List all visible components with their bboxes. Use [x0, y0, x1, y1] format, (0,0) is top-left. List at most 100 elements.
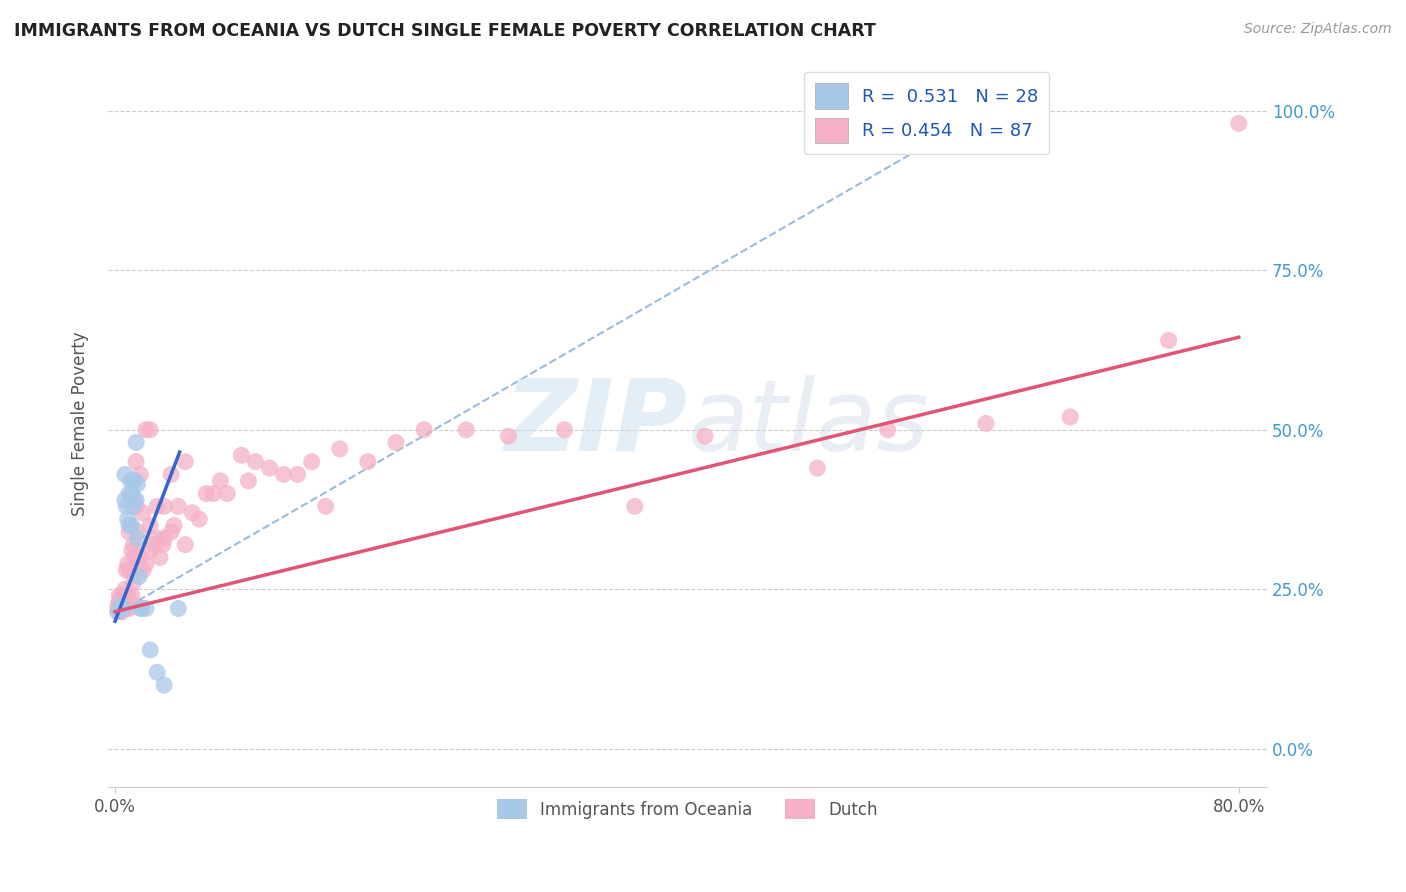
Point [167, 601, 190, 615]
Point [132, 563, 155, 577]
Point [108, 595, 131, 609]
Point [153, 678, 176, 692]
Point [111, 605, 134, 619]
Point [115, 500, 138, 514]
Point [125, 435, 148, 450]
Point [121, 544, 143, 558]
Point [174, 538, 197, 552]
Point [329, 442, 352, 456]
Point [139, 518, 162, 533]
Point [118, 486, 141, 500]
Point [315, 500, 337, 514]
Point [110, 599, 132, 613]
Point [209, 474, 232, 488]
Point [122, 538, 145, 552]
Point [112, 589, 135, 603]
Point [287, 467, 309, 482]
Point [135, 601, 157, 615]
Point [273, 467, 295, 482]
Point [876, 423, 898, 437]
Point [117, 512, 139, 526]
Point [122, 474, 145, 488]
Point [125, 455, 148, 469]
Point [107, 599, 129, 613]
Point [188, 512, 211, 526]
Point [498, 429, 520, 443]
Point [124, 474, 146, 488]
Point [146, 665, 169, 680]
Point [127, 550, 149, 565]
Point [115, 563, 138, 577]
Point [121, 518, 143, 533]
Point [110, 599, 132, 613]
Point [554, 423, 576, 437]
Point [114, 599, 136, 613]
Point [127, 477, 149, 491]
Point [163, 518, 186, 533]
Point [120, 563, 142, 577]
Point [167, 500, 190, 514]
Point [114, 493, 136, 508]
Point [127, 524, 149, 539]
Point [259, 461, 281, 475]
Point [202, 486, 225, 500]
Point [112, 601, 135, 615]
Point [1157, 334, 1180, 348]
Point [385, 435, 408, 450]
Y-axis label: Single Female Poverty: Single Female Poverty [72, 331, 89, 516]
Point [806, 461, 828, 475]
Point [118, 524, 141, 539]
Point [139, 643, 162, 657]
Point [129, 601, 152, 615]
Point [112, 595, 135, 609]
Point [108, 589, 131, 603]
Point [111, 599, 134, 613]
Point [160, 524, 183, 539]
Point [139, 423, 162, 437]
Point [146, 500, 169, 514]
Point [245, 455, 267, 469]
Point [124, 493, 146, 508]
Point [132, 506, 155, 520]
Point [143, 538, 166, 552]
Point [974, 417, 997, 431]
Point [110, 605, 132, 619]
Point [108, 601, 131, 615]
Point [117, 589, 139, 603]
Point [149, 550, 172, 565]
Point [118, 563, 141, 577]
Point [128, 569, 150, 583]
Point [111, 589, 134, 603]
Text: ZIP: ZIP [505, 375, 688, 472]
Point [238, 474, 260, 488]
Point [456, 423, 478, 437]
Point [152, 538, 174, 552]
Point [114, 582, 136, 597]
Point [153, 500, 176, 514]
Point [693, 429, 716, 443]
Point [112, 601, 135, 615]
Point [122, 576, 145, 591]
Point [131, 601, 153, 615]
Point [301, 455, 323, 469]
Point [181, 506, 204, 520]
Text: atlas: atlas [688, 375, 929, 472]
Point [623, 500, 645, 514]
Legend: Immigrants from Oceania, Dutch: Immigrants from Oceania, Dutch [489, 792, 884, 826]
Point [114, 467, 136, 482]
Point [121, 589, 143, 603]
Point [124, 550, 146, 565]
Point [135, 557, 157, 571]
Text: IMMIGRANTS FROM OCEANIA VS DUTCH SINGLE FEMALE POVERTY CORRELATION CHART: IMMIGRANTS FROM OCEANIA VS DUTCH SINGLE … [14, 22, 876, 40]
Point [146, 531, 169, 545]
Point [125, 500, 148, 514]
Point [231, 448, 253, 462]
Point [153, 531, 176, 545]
Text: Source: ZipAtlas.com: Source: ZipAtlas.com [1244, 22, 1392, 37]
Point [129, 467, 152, 482]
Point [129, 550, 152, 565]
Point [118, 518, 141, 533]
Point [1059, 409, 1081, 424]
Point [118, 601, 141, 615]
Point [115, 601, 138, 615]
